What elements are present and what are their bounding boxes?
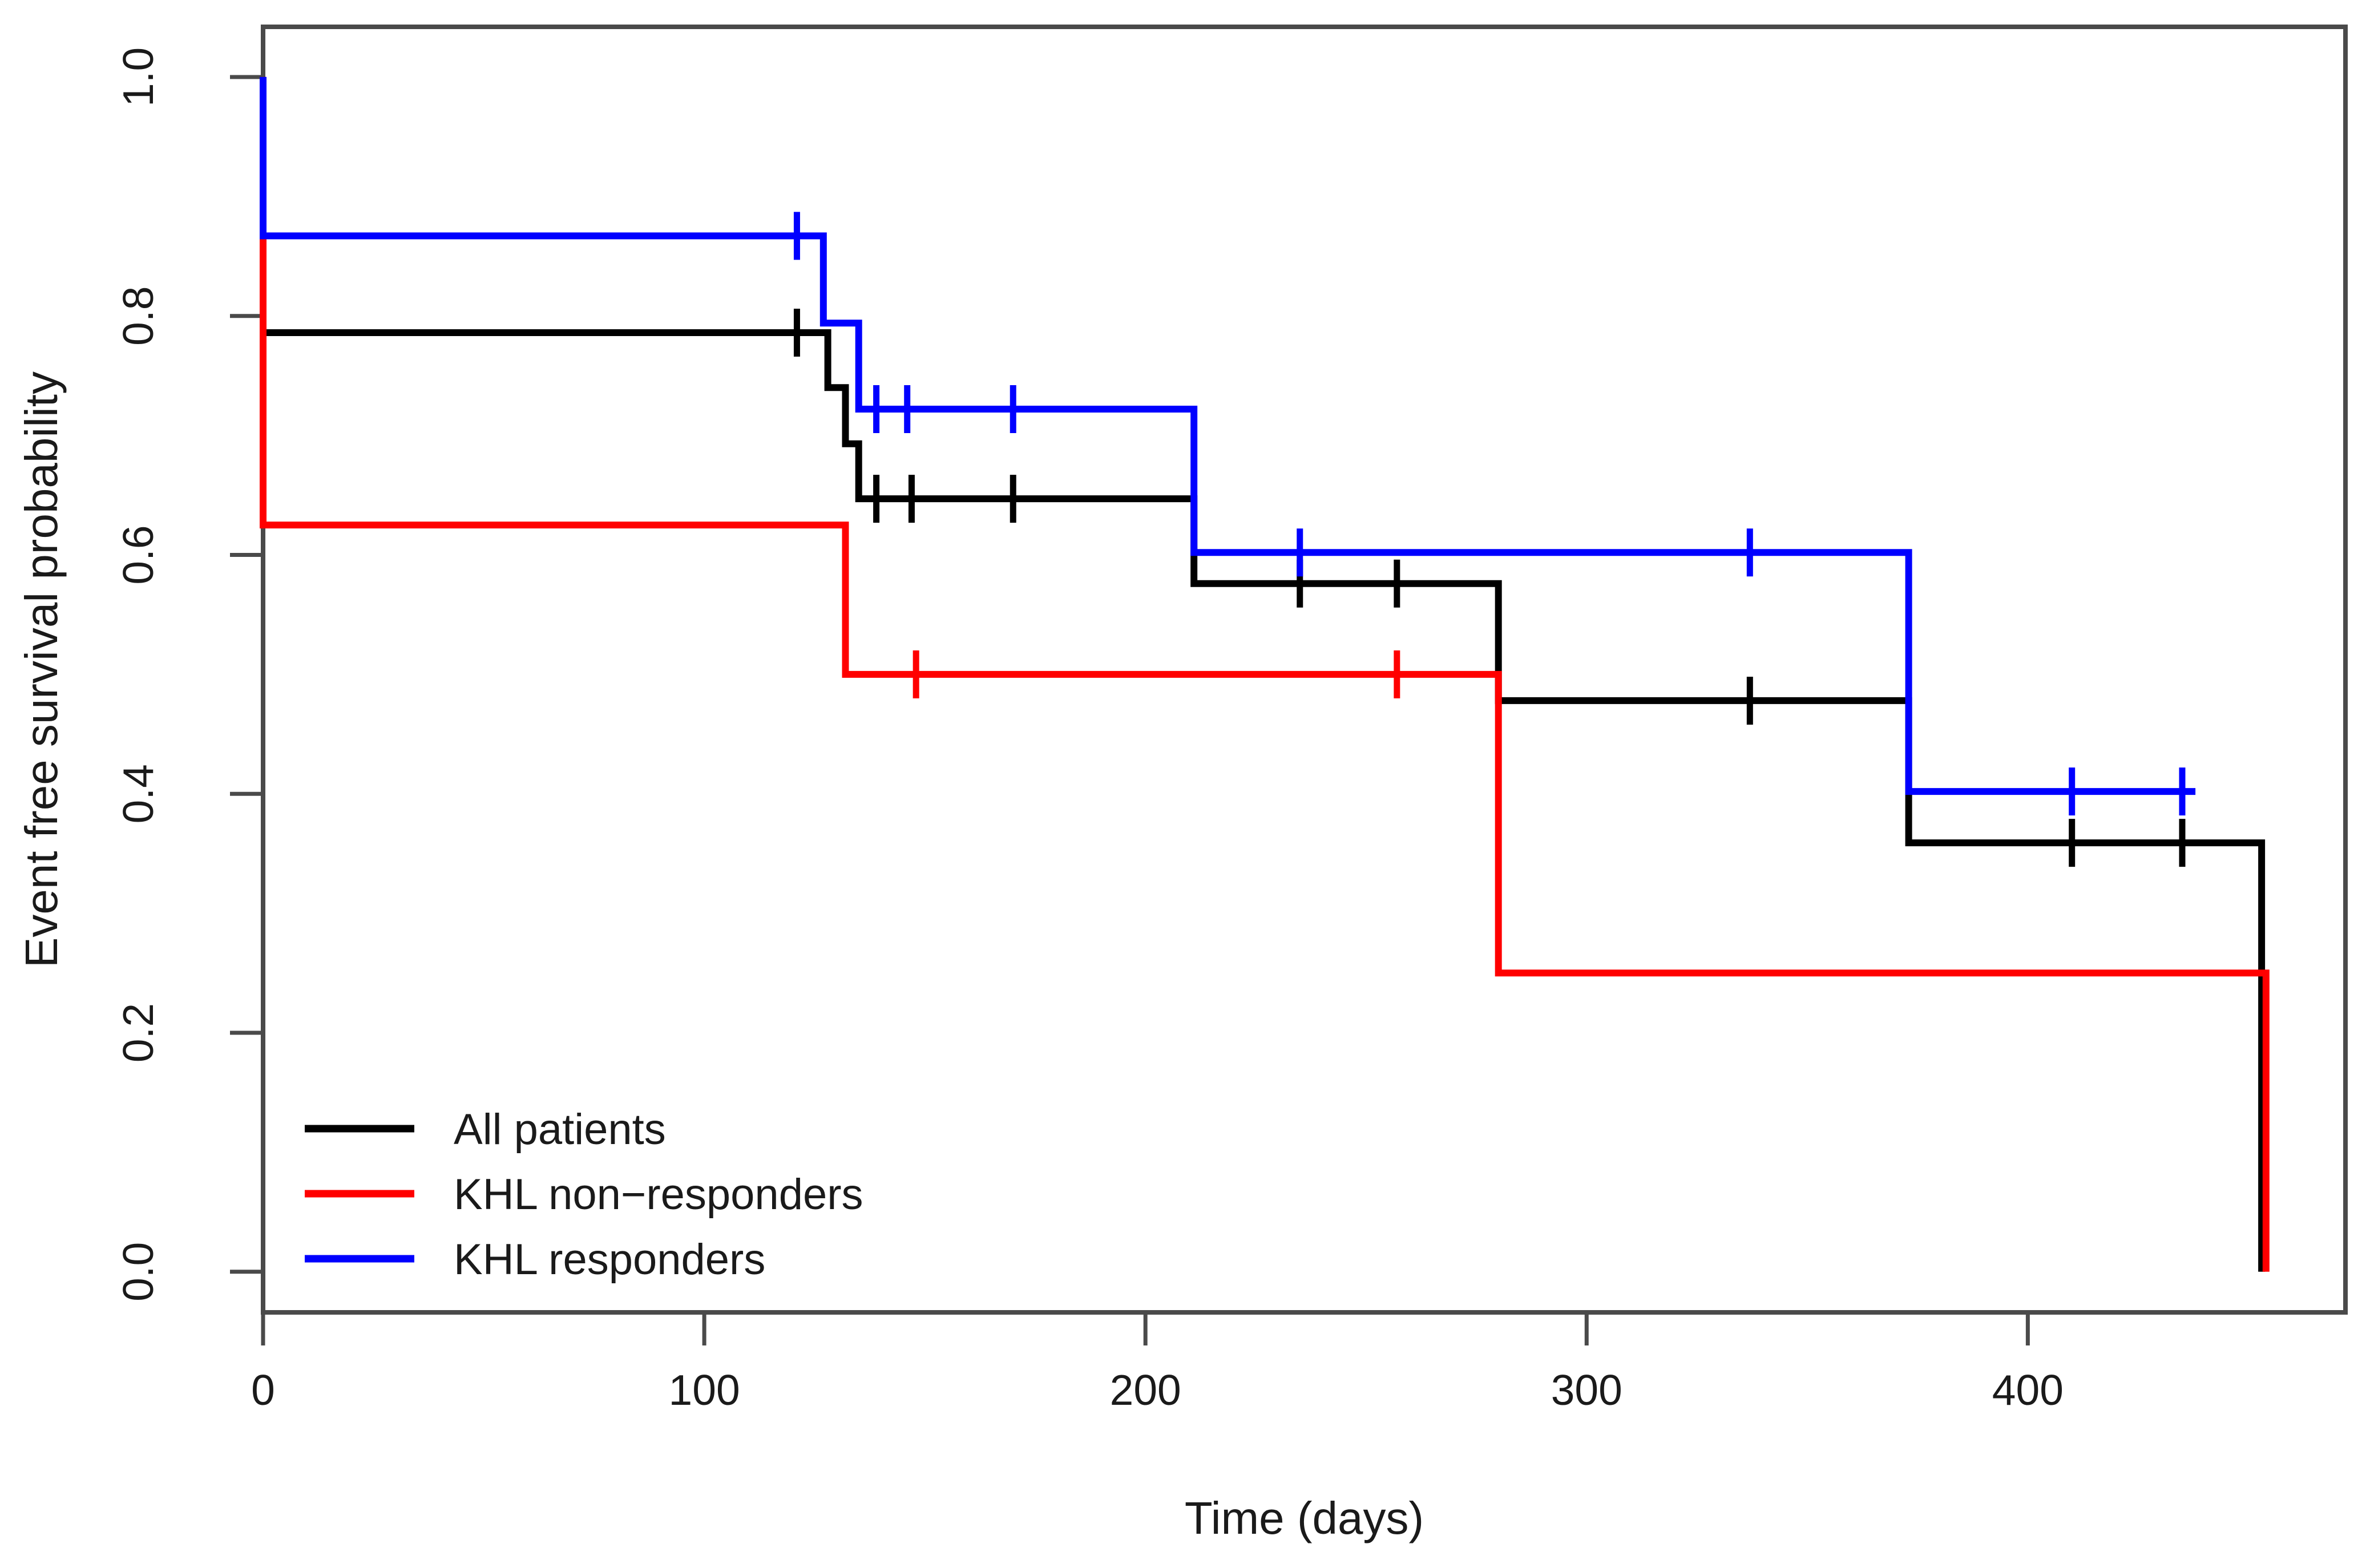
- km-curve-khl-responders: [260, 76, 2196, 795]
- x-axis-title: Time (days): [1185, 1493, 1424, 1543]
- x-tick-label: 0: [251, 1366, 275, 1414]
- km-curve-khl-non-responders: [260, 76, 2270, 1272]
- y-axis: 0.0 0.2 0.4 0.6 0.8 1.0: [114, 47, 263, 1302]
- x-tick-label: 200: [1110, 1366, 1181, 1414]
- y-tick-label: 0.0: [114, 1242, 162, 1302]
- legend: All patients KHL non−responders KHL respon…: [305, 1105, 863, 1284]
- y-tick-label: 0.8: [114, 286, 162, 346]
- x-axis: 0 100 200 300 400: [251, 1312, 2064, 1414]
- y-tick-label: 0.4: [114, 764, 162, 823]
- legend-label: KHL responders: [454, 1235, 765, 1284]
- legend-label: KHL non−responders: [454, 1170, 863, 1219]
- x-tick-label: 100: [669, 1366, 740, 1414]
- y-tick-label: 0.2: [114, 1003, 162, 1062]
- legend-label: All patients: [454, 1105, 666, 1154]
- y-axis-title: Event free survival probability: [16, 371, 67, 968]
- y-tick-label: 0.6: [114, 525, 162, 584]
- plot-frame: [261, 25, 2348, 1315]
- series-khl-non-responders: [260, 76, 2270, 1272]
- series-khl-responders: [260, 76, 2196, 816]
- x-tick-label: 300: [1551, 1366, 1622, 1414]
- y-tick-label: 1.0: [114, 47, 162, 107]
- x-tick-label: 400: [1992, 1366, 2064, 1414]
